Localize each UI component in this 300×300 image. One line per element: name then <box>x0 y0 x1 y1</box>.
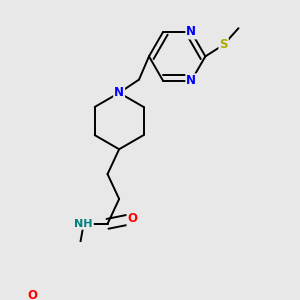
Text: N: N <box>186 74 196 87</box>
Text: S: S <box>219 38 228 51</box>
Text: NH: NH <box>74 219 93 229</box>
Text: N: N <box>186 26 196 38</box>
Text: O: O <box>28 290 38 300</box>
Text: N: N <box>114 86 124 99</box>
Text: O: O <box>128 212 137 225</box>
